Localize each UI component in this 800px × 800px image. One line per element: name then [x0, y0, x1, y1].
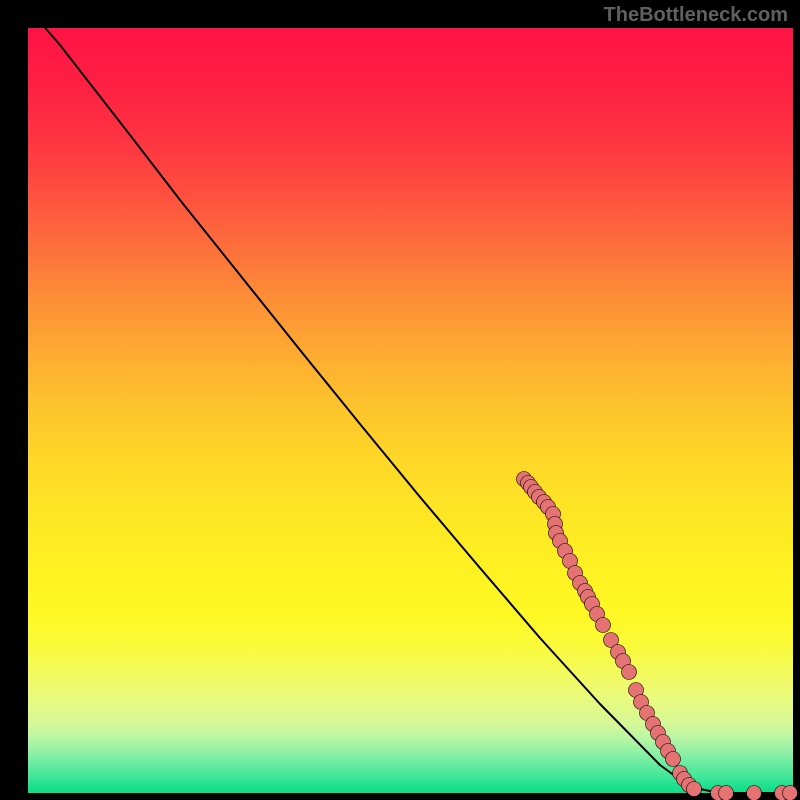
chart-container: TheBottleneck.com — [0, 0, 800, 800]
plot-gradient-background — [28, 28, 793, 793]
watermark-text: TheBottleneck.com — [604, 4, 788, 27]
